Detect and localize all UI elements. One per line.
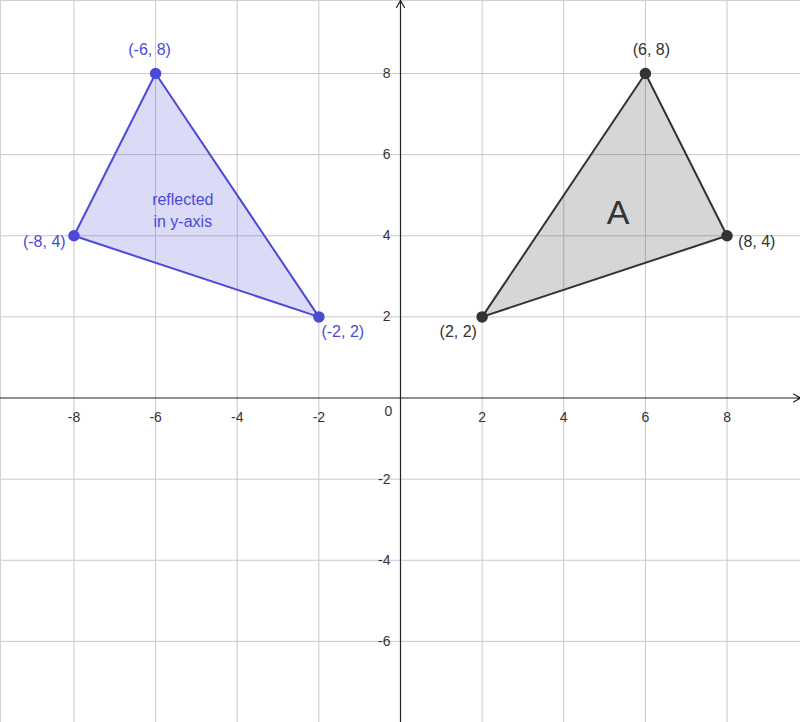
svg-text:0: 0 — [385, 403, 393, 419]
svg-text:2: 2 — [383, 308, 391, 324]
svg-text:A: A — [607, 193, 630, 231]
svg-text:8: 8 — [383, 65, 391, 81]
svg-text:-2: -2 — [313, 409, 326, 425]
svg-text:(-6, 8): (-6, 8) — [128, 41, 171, 58]
svg-text:4: 4 — [560, 409, 568, 425]
svg-text:-4: -4 — [231, 409, 244, 425]
svg-text:(2, 2): (2, 2) — [440, 323, 477, 340]
svg-text:(-8, 4): (-8, 4) — [23, 233, 66, 250]
svg-text:-8: -8 — [68, 409, 81, 425]
svg-text:-2: -2 — [378, 471, 391, 487]
svg-text:6: 6 — [383, 146, 391, 162]
svg-text:-6: -6 — [378, 633, 391, 649]
svg-text:2: 2 — [478, 409, 486, 425]
svg-text:8: 8 — [723, 409, 731, 425]
svg-text:(8, 4): (8, 4) — [738, 233, 775, 250]
svg-text:-4: -4 — [378, 552, 391, 568]
svg-text:-6: -6 — [149, 409, 162, 425]
svg-text:reflectedin y-axis: reflectedin y-axis — [152, 191, 213, 230]
svg-text:6: 6 — [641, 409, 649, 425]
svg-text:(-2, 2): (-2, 2) — [321, 323, 364, 340]
svg-text:(6, 8): (6, 8) — [633, 41, 670, 58]
svg-text:4: 4 — [383, 227, 391, 243]
